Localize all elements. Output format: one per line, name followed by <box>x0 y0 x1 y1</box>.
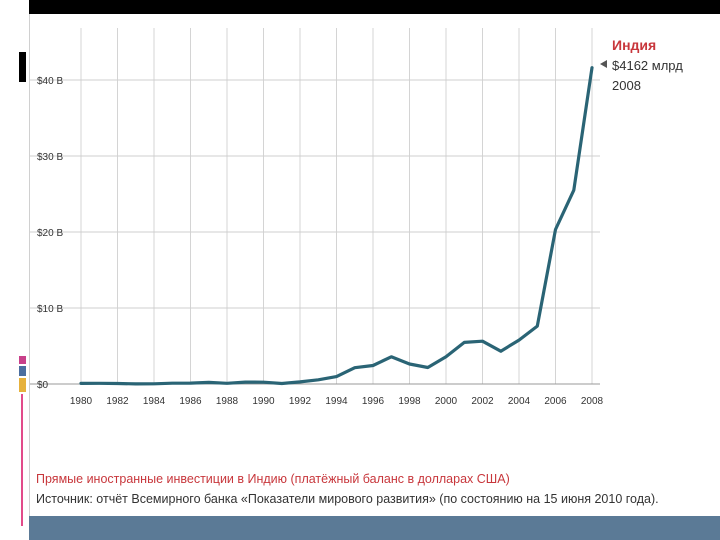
series-layer <box>79 66 594 386</box>
y-tick-label: $30 B <box>37 152 63 163</box>
x-tick-label: 2002 <box>471 396 494 407</box>
decor-yellow-block <box>19 378 26 392</box>
x-tick-label: 2000 <box>435 396 458 407</box>
top-bar <box>29 0 720 14</box>
y-tick-label: $0 <box>37 380 49 391</box>
x-tick-label: 1984 <box>143 396 166 407</box>
x-tick-label: 2006 <box>544 396 567 407</box>
decor-pink-block <box>19 356 26 364</box>
y-axis-ticks: $0 $10 B $20 B $30 B $40 B <box>37 76 63 391</box>
decor-blue-block <box>19 366 26 376</box>
x-tick-label: 1992 <box>289 396 312 407</box>
decor-black-block <box>19 52 26 82</box>
x-tick-label: 1998 <box>398 396 421 407</box>
chart-source: Источник: отчёт Всемирного банка «Показа… <box>36 492 659 506</box>
annotation-arrow-icon <box>600 60 607 68</box>
y-tick-label: $20 B <box>37 228 63 239</box>
y-tick-label: $40 B <box>37 76 63 87</box>
x-tick-label: 1996 <box>362 396 385 407</box>
x-axis-ticks: 1980 1982 1984 1986 1988 1990 1992 1994 1996 1998… <box>70 396 604 407</box>
x-tick-label: 1986 <box>179 396 202 407</box>
footer-bar <box>29 516 720 540</box>
annotation-title: Индия <box>612 37 657 53</box>
left-rail <box>29 14 30 516</box>
x-tick-label: 1980 <box>70 396 93 407</box>
grid <box>30 28 600 385</box>
x-tick-label: 1994 <box>325 396 348 407</box>
x-tick-label: 1988 <box>216 396 239 407</box>
x-tick-label: 1982 <box>106 396 129 407</box>
chart-title: Прямые иностранные инвестиции в Индию (п… <box>36 472 510 486</box>
x-tick-label: 2008 <box>581 396 604 407</box>
y-tick-label: $10 B <box>37 304 63 315</box>
decor-pink-line <box>21 394 23 526</box>
series-line-0 <box>79 66 594 386</box>
x-tick-label: 1990 <box>252 396 275 407</box>
annotation-value: $4162 млрд <box>612 58 683 73</box>
annotation-year: 2008 <box>612 78 641 93</box>
x-tick-label: 2004 <box>508 396 531 407</box>
